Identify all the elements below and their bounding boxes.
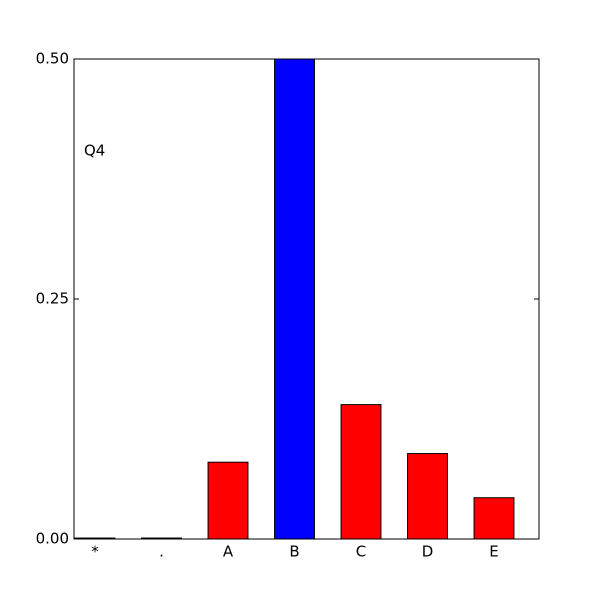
bar bbox=[473, 497, 515, 540]
x-tick-label: D bbox=[422, 543, 434, 561]
bar bbox=[340, 404, 382, 540]
x-tick-label: E bbox=[489, 543, 498, 561]
x-tick-label: . bbox=[159, 543, 164, 561]
y-tick-label: 0.00 bbox=[36, 530, 69, 548]
x-tick-label: B bbox=[289, 543, 299, 561]
x-tick-label: A bbox=[223, 543, 234, 561]
x-tick-label: * bbox=[91, 543, 99, 561]
bar bbox=[274, 58, 315, 540]
y-tick-label: 0.25 bbox=[36, 290, 69, 308]
bar bbox=[407, 453, 448, 540]
annotation: Q4 bbox=[84, 142, 105, 160]
bar bbox=[207, 461, 249, 540]
x-tick-label: C bbox=[356, 543, 366, 561]
y-tick-label: 0.50 bbox=[36, 50, 69, 68]
